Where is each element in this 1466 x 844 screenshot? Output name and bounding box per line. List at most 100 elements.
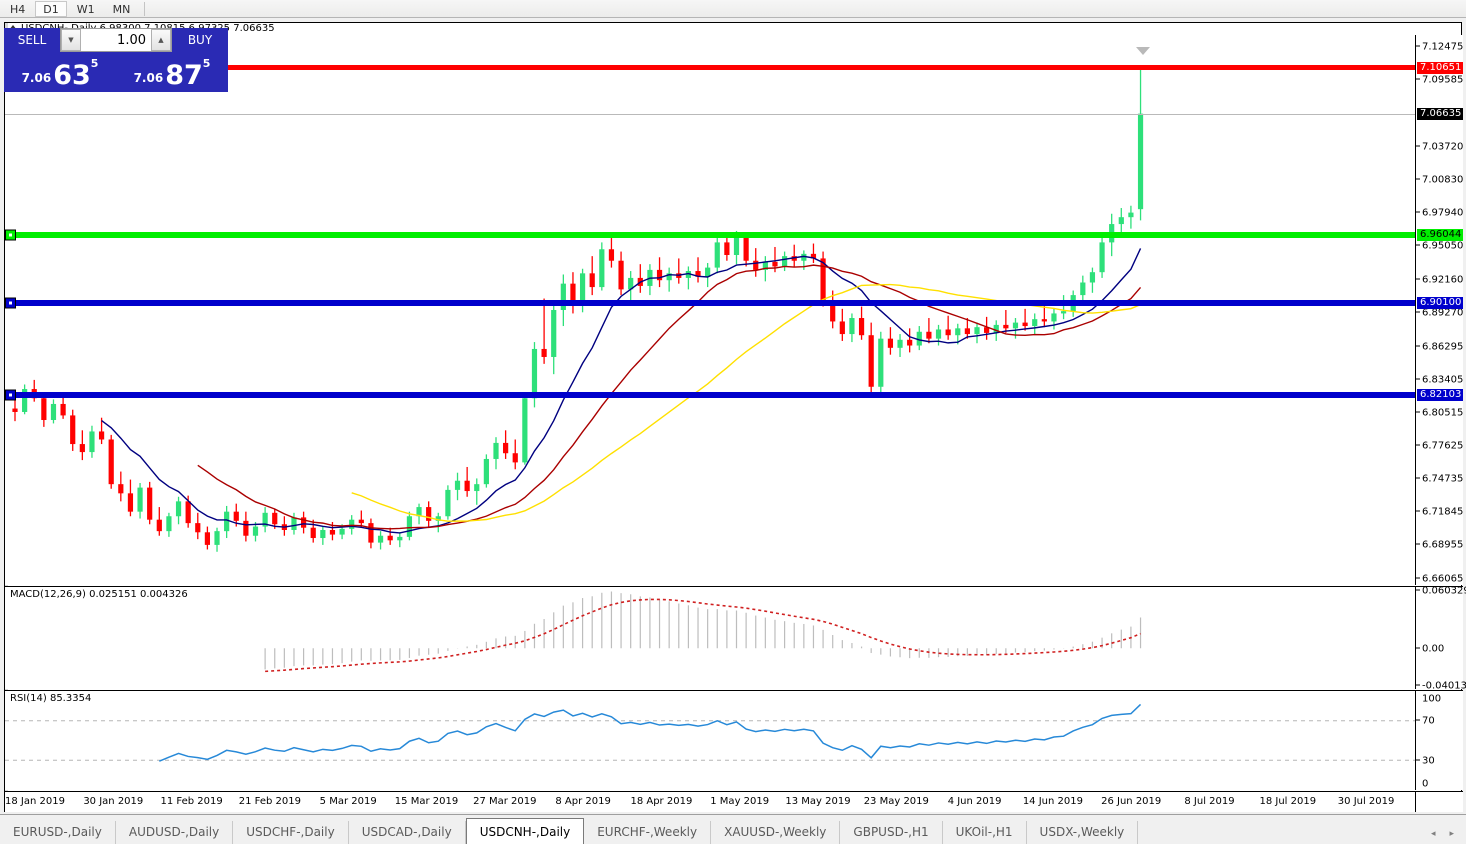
- date-axis-tick: 30 Jan 2019: [83, 796, 144, 807]
- level-handle[interactable]: [5, 229, 16, 241]
- symbol-tab-audusd-daily[interactable]: AUDUSD-,Daily: [116, 821, 234, 844]
- rsi-label: RSI(14) 85.3354: [10, 693, 92, 704]
- date-axis[interactable]: 18 Jan 2019 30 Jan 2019 11 Feb 2019 21 Feb …: [5, 791, 1463, 812]
- candlestick-layer: [12, 65, 1144, 552]
- price-axis-tick: 6.89270: [1416, 307, 1463, 318]
- date-axis-tick: 21 Feb 2019: [238, 796, 302, 807]
- date-axis-tick: 4 Jun 2019: [947, 796, 1002, 807]
- tabbar-navigation: ◂ ▸: [1431, 829, 1466, 844]
- buy-button[interactable]: BUY: [172, 28, 228, 52]
- oct-prices-row: 7.06 63 5 7.06 87 5: [4, 52, 228, 92]
- buy-price-display[interactable]: 7.06 87 5: [116, 52, 228, 92]
- price-axis-tick: 6.74735: [1416, 474, 1463, 485]
- date-axis-tick: 18 Jul 2019: [1259, 796, 1317, 807]
- symbol-tab-eurchf-weekly[interactable]: EURCHF-,Weekly: [584, 821, 712, 844]
- triangle-right-icon[interactable]: ▸: [1449, 829, 1454, 839]
- date-axis-labels: 18 Jan 2019 30 Jan 2019 11 Feb 2019 21 Feb …: [5, 792, 1415, 812]
- date-axis-tick: 26 Jun 2019: [1101, 796, 1162, 807]
- sell-price-display[interactable]: 7.06 63 5: [4, 52, 116, 92]
- symbol-tab-ukoil-h1[interactable]: UKOil-,H1: [943, 821, 1027, 844]
- price-axis-tick: 6.77625: [1416, 441, 1463, 452]
- date-axis-tick: 11 Feb 2019: [160, 796, 223, 807]
- chart-window: USDCNH-,Daily 6.98300 7.10815 6.97325 7.…: [4, 22, 1466, 812]
- rsi-axis-tick: 30: [1416, 756, 1435, 767]
- price-axis-tick: 7.09585: [1416, 74, 1463, 85]
- triangle-left-icon[interactable]: ◂: [1430, 829, 1436, 839]
- chart-top-marker-icon: [1136, 47, 1150, 55]
- rsi-axis-tick: 0: [1422, 778, 1429, 790]
- symbol-tab-usdcnh-daily[interactable]: USDCNH-,Daily: [465, 818, 585, 844]
- date-axis-tick: 13 May 2019: [785, 796, 851, 807]
- price-axis[interactable]: 7.12475 7.09585 7.03720 7.00830 6.97940 6.950…: [1415, 35, 1464, 585]
- rsi-plot-area[interactable]: [5, 691, 1415, 790]
- timeframe-toolbar: H4 D1 W1 MN: [0, 0, 1466, 18]
- price-axis-tick: 6.80515: [1416, 407, 1463, 418]
- rsi-pane[interactable]: RSI(14) 85.3354 100 70 30 0: [5, 690, 1463, 790]
- macd-pane[interactable]: MACD(12,26,9) 0.025151 0.004326 0.060329…: [5, 586, 1466, 692]
- volume-input[interactable]: 1.00: [117, 32, 146, 48]
- current-price-tag[interactable]: 7.06635: [1417, 107, 1464, 120]
- date-axis-tick: 27 Mar 2019: [473, 796, 537, 807]
- timeframe-button-d1[interactable]: D1: [35, 0, 67, 17]
- date-axis-tick: 18 Apr 2019: [630, 796, 693, 807]
- timeframe-button-mn[interactable]: MN: [112, 2, 131, 16]
- sell-button[interactable]: SELL: [4, 28, 60, 52]
- buy-price-big: 87: [165, 60, 203, 91]
- macd-axis-tick: 0.060329: [1416, 586, 1466, 597]
- price-axis-tick: 6.92160: [1416, 274, 1463, 285]
- macd-plot-area[interactable]: [5, 587, 1415, 689]
- symbol-tab-eurusd-daily[interactable]: EURUSD-,Daily: [0, 821, 116, 844]
- current-price-gridline: [5, 113, 1415, 115]
- macd-axis: 0.060329 0.00 -0.040135: [1415, 586, 1466, 692]
- resistance-line-tag[interactable]: 7.10651: [1417, 61, 1464, 74]
- macd-axis-tick: -0.040135: [1416, 681, 1466, 692]
- level-blue-line-upper[interactable]: [5, 297, 1415, 309]
- symbol-tab-usdx-weekly[interactable]: USDX-,Weekly: [1027, 821, 1139, 844]
- macd-label: MACD(12,26,9) 0.025151 0.004326: [10, 589, 188, 600]
- price-axis-tick: 6.66065: [1416, 573, 1463, 584]
- level-line-tag[interactable]: 6.90100: [1417, 297, 1464, 310]
- toolbar-divider: [144, 1, 146, 16]
- macd-axis-tick: 0.00: [1416, 643, 1444, 654]
- sell-price-fraction: 5: [90, 57, 99, 70]
- support-green-line[interactable]: [5, 229, 1415, 241]
- buy-price-prefix: 7.06: [133, 71, 164, 85]
- date-axis-tick: 5 Mar 2019: [319, 796, 377, 807]
- date-axis-tick: 18 Jan 2019: [5, 796, 65, 807]
- symbol-tab-xauusd-weekly[interactable]: XAUUSD-,Weekly: [711, 821, 841, 844]
- collapse-triangle-icon[interactable]: [9, 25, 17, 30]
- macd-histogram-layer: [264, 591, 1142, 673]
- sell-price-big: 63: [53, 60, 91, 91]
- price-axis-tick: 6.83405: [1416, 374, 1463, 385]
- date-axis-tick: 8 Apr 2019: [555, 796, 611, 807]
- oct-controls-row: SELL ▼ 1.00 ▲ BUY: [4, 28, 228, 52]
- volume-increase-icon[interactable]: ▲: [151, 29, 171, 51]
- symbol-tab-usdcad-daily[interactable]: USDCAD-,Daily: [349, 821, 466, 844]
- price-axis-tick: 6.68955: [1416, 540, 1463, 551]
- price-plot-area[interactable]: [5, 35, 1415, 585]
- rsi-axis: 100 70 30 0: [1415, 691, 1463, 790]
- one-click-trading-panel[interactable]: SELL ▼ 1.00 ▲ BUY 7.06 63 5 7.06 87 5: [4, 28, 228, 92]
- symbol-tabbar[interactable]: EURUSD-,Daily AUDUSD-,Daily USDCHF-,Daily U…: [0, 814, 1466, 844]
- rsi-line-layer: [5, 703, 1415, 762]
- volume-stepper[interactable]: ▼ 1.00 ▲: [60, 28, 172, 52]
- date-axis-tick: 15 Mar 2019: [394, 796, 459, 807]
- price-axis-tick: 7.12475: [1416, 41, 1463, 52]
- timeframe-button-w1[interactable]: W1: [76, 2, 95, 16]
- level-blue-line-lower[interactable]: [5, 389, 1415, 401]
- support-line-tag[interactable]: 6.96044: [1417, 229, 1464, 242]
- sell-price-prefix: 7.06: [21, 71, 52, 85]
- symbol-tab-usdchf-daily[interactable]: USDCHF-,Daily: [233, 821, 349, 844]
- date-axis-tick: 8 Jul 2019: [1184, 796, 1235, 807]
- timeframe-button-h4[interactable]: H4: [10, 2, 26, 16]
- date-axis-tick: 30 Jul 2019: [1337, 796, 1395, 807]
- level-handle[interactable]: [5, 389, 16, 401]
- level-handle[interactable]: [5, 297, 16, 309]
- date-axis-corner: [1415, 792, 1463, 812]
- volume-decrease-icon[interactable]: ▼: [61, 29, 81, 51]
- level-line-tag[interactable]: 6.82103: [1417, 388, 1464, 401]
- symbol-tab-gbpusd-h1[interactable]: GBPUSD-,H1: [840, 821, 943, 844]
- price-axis-tick: 7.00830: [1416, 175, 1463, 186]
- price-pane[interactable]: 7.12475 7.09585 7.03720 7.00830 6.97940 6.950…: [5, 35, 1464, 585]
